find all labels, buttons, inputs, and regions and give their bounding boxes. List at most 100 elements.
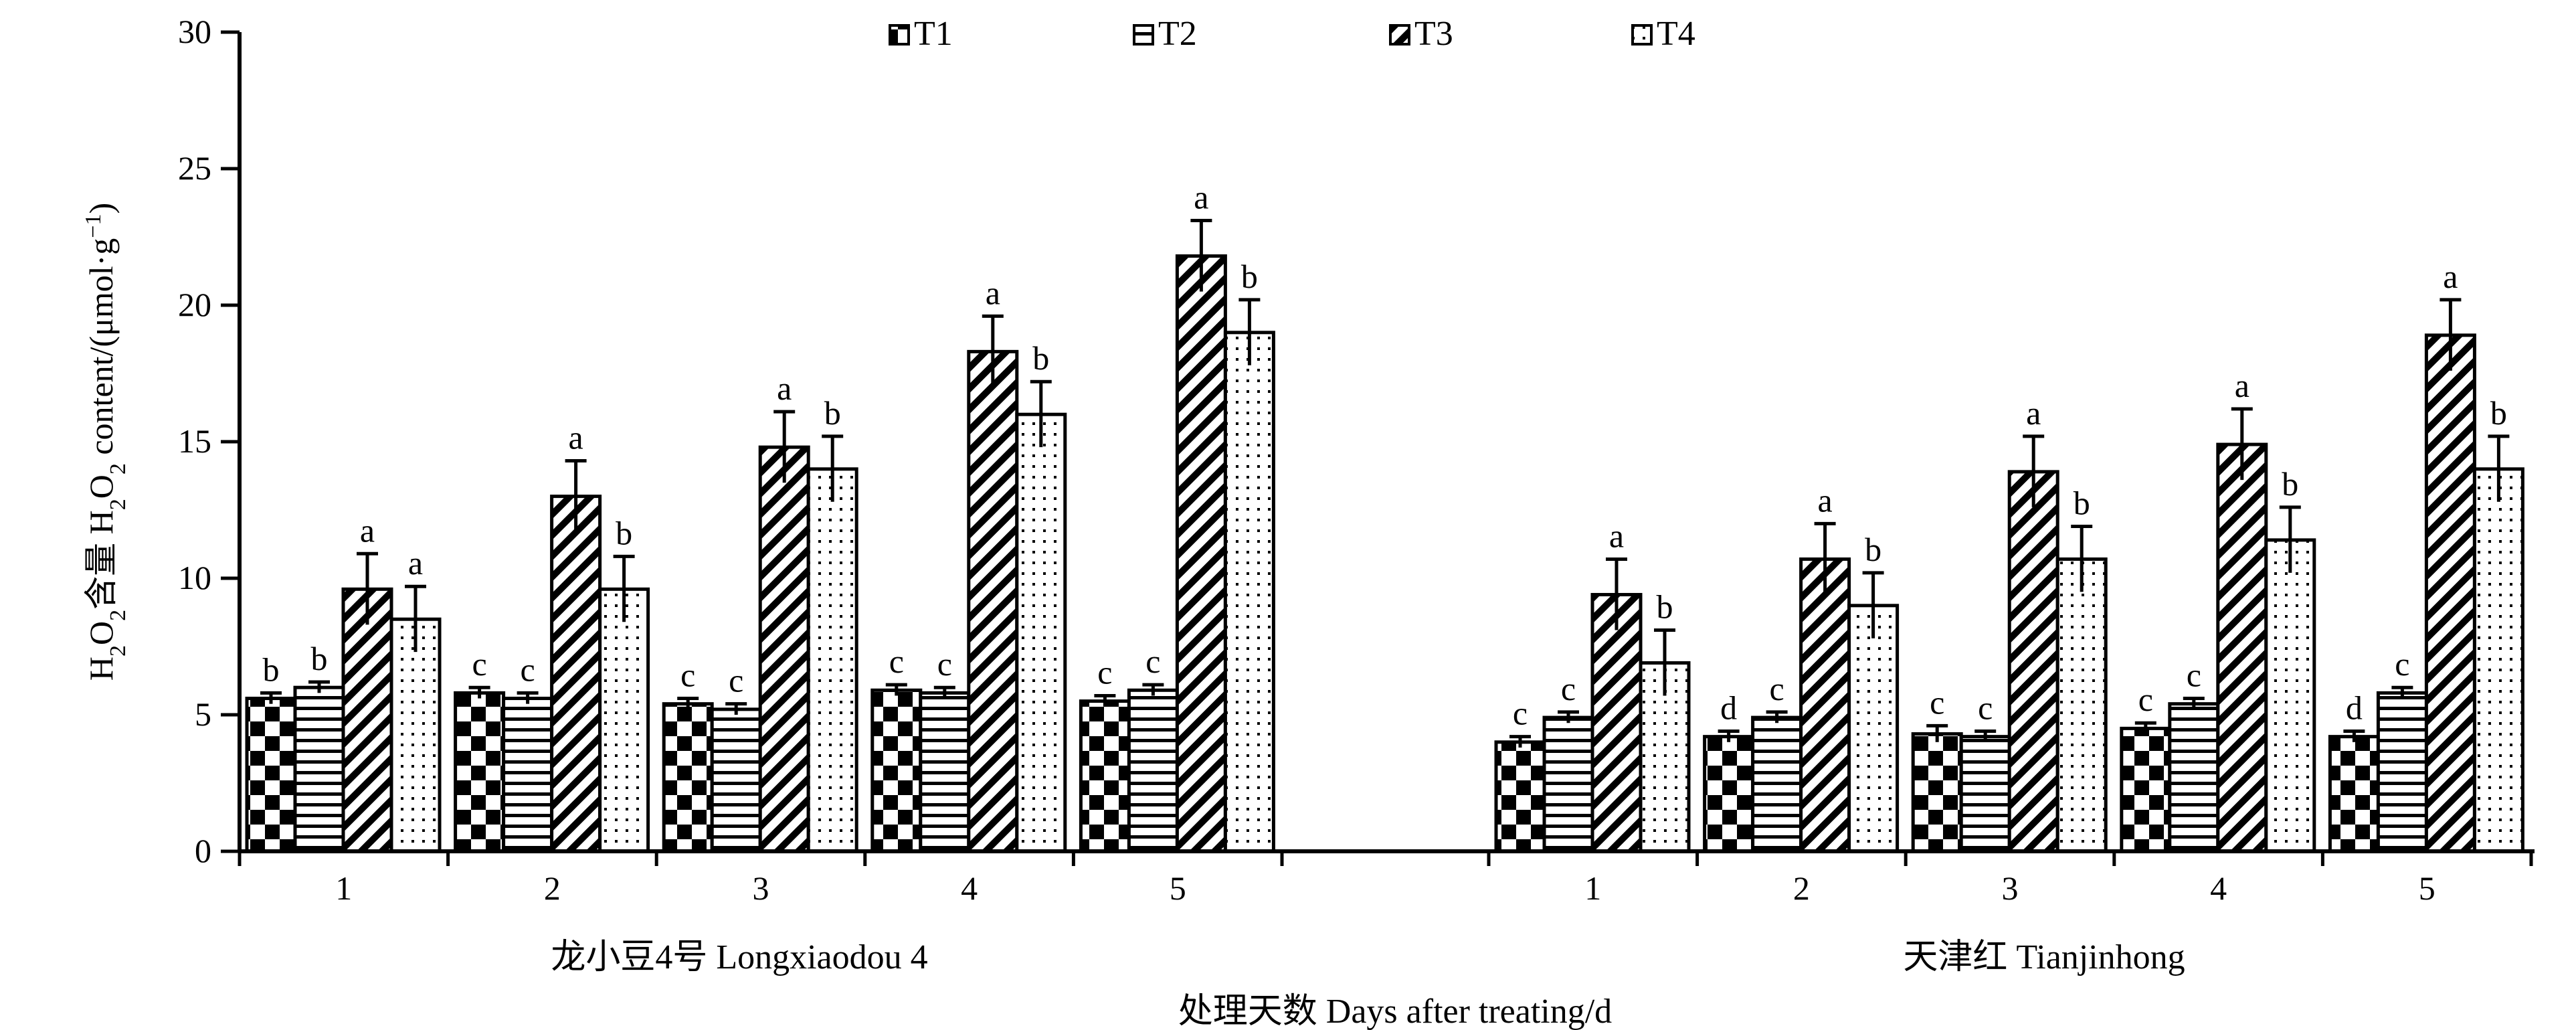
bar-t4 <box>806 467 858 853</box>
significance-letter: c <box>2187 657 2201 694</box>
y-tick-label: 15 <box>178 422 211 460</box>
bar-t3 <box>1175 254 1227 853</box>
bar-t3 <box>2424 333 2476 853</box>
significance-letter: c <box>1513 695 1528 732</box>
significance-letter: d <box>2346 689 2363 726</box>
bar-t2 <box>502 697 554 853</box>
significance-letter: c <box>937 645 952 683</box>
x-tick-label: 5 <box>1170 869 1186 907</box>
legend-label-t2: T2 <box>1158 15 1197 53</box>
bar-t2 <box>919 691 971 853</box>
bar-t2 <box>293 685 345 853</box>
bar-t3 <box>1590 592 1643 853</box>
legend-label-t4: T4 <box>1657 15 1695 53</box>
significance-letter: d <box>1720 689 1737 726</box>
group-label-tianjinhong: 天津红 Tianjinhong <box>1903 938 2185 976</box>
significance-letter: b <box>2282 465 2298 503</box>
significance-letter: a <box>360 511 375 549</box>
bar-t1 <box>454 691 506 853</box>
significance-letter: a <box>2443 258 2458 295</box>
legend-label-t1: T1 <box>914 15 953 53</box>
significance-letter: b <box>263 651 280 688</box>
y-tick-label: 30 <box>178 13 211 50</box>
significance-letter: b <box>1241 258 1258 295</box>
y-tick-label: 10 <box>178 559 211 596</box>
significance-letter: a <box>1817 481 1832 519</box>
significance-letter: b <box>1657 588 1673 626</box>
x-tick-label: 4 <box>961 869 978 907</box>
significance-letter: a <box>2026 394 2041 432</box>
x-tick-label: 4 <box>2210 869 2227 907</box>
bar-t3 <box>758 445 810 853</box>
x-tick-label: 3 <box>2002 869 2019 907</box>
significance-letter: b <box>311 640 328 677</box>
significance-letter: a <box>568 419 583 456</box>
y-tick-label: 20 <box>178 286 211 323</box>
x-tick-label: 1 <box>335 869 352 907</box>
bar-t1 <box>1911 732 1963 853</box>
y-tick-label: 25 <box>178 149 211 187</box>
x-axis-ticks: 1 2 3 4 5 1 2 3 4 5 <box>238 851 2533 907</box>
bar-t3 <box>2007 470 2059 853</box>
bar-t2 <box>1127 688 1179 853</box>
legend-swatch-t4 <box>1631 24 1653 46</box>
significance-letter: a <box>1609 517 1624 554</box>
significance-letter: c <box>1978 689 1993 726</box>
bar-t2 <box>2168 702 2220 853</box>
bar-t4 <box>1223 331 1275 853</box>
legend-swatch-t2 <box>1133 24 1154 46</box>
significance-letter: b <box>2490 394 2507 432</box>
significance-letter: c <box>472 645 486 683</box>
significance-letter: c <box>1769 670 1784 707</box>
bar-t1 <box>2328 735 2380 853</box>
significance-letter: c <box>1145 642 1160 680</box>
bar-t1 <box>1079 699 1131 853</box>
bar-t4 <box>2055 557 2108 853</box>
legend-swatch-t3 <box>1389 24 1410 46</box>
bar-t4 <box>1847 604 1900 853</box>
significance-letter: c <box>889 642 904 680</box>
bar-t2 <box>1542 715 1594 853</box>
legend-swatch-t1 <box>889 24 910 46</box>
legend-label-t3: T3 <box>1414 15 1453 53</box>
x-tick-label: 1 <box>1584 869 1601 907</box>
x-axis-label: 处理天数 Days after treating/d <box>1178 993 1612 1030</box>
significance-letter: c <box>2138 681 2153 718</box>
bar-t1 <box>1703 735 1755 853</box>
bar-t4 <box>2472 467 2524 853</box>
legend: T1 T2 T3 T4 <box>889 15 1695 53</box>
y-tick-label: 0 <box>195 832 211 869</box>
significance-letter: c <box>1097 653 1112 691</box>
significance-letter: c <box>520 651 535 688</box>
significance-letter: a <box>777 369 792 407</box>
bar-t1 <box>2120 726 2172 853</box>
bar-t1 <box>1494 740 1546 853</box>
significance-letter: c <box>729 662 743 699</box>
bar-t3 <box>2216 442 2268 853</box>
significance-letter: c <box>1930 683 1944 721</box>
x-tick-label: 3 <box>753 869 769 907</box>
significance-letter: a <box>2235 367 2249 404</box>
y-axis-ticks: 0 5 10 15 20 25 30 <box>178 13 240 869</box>
significance-letter: c <box>680 657 695 694</box>
group-label-longxiaodou: 龙小豆4号 Longxiaodou 4 <box>551 938 927 976</box>
x-tick-label: 5 <box>2419 869 2435 907</box>
bar-t2 <box>2376 691 2428 853</box>
bar-t3 <box>1799 557 1851 853</box>
x-tick-label: 2 <box>1793 869 1810 907</box>
bar-t4 <box>389 617 442 853</box>
significance-letter: b <box>1032 339 1049 377</box>
y-axis-label: H2O2含量 H2O2 content/(μmol·g−1) <box>81 203 130 681</box>
significance-letter: c <box>1561 670 1576 707</box>
significance-letter: a <box>1194 179 1208 216</box>
bar-t1 <box>870 688 923 853</box>
bar-t2 <box>1959 735 2011 853</box>
bar-t3 <box>341 587 393 853</box>
significance-letter: b <box>616 514 632 551</box>
x-tick-label: 2 <box>544 869 561 907</box>
bar-t2 <box>1751 715 1803 853</box>
significance-letter: b <box>824 394 841 432</box>
bar-t3 <box>967 349 1019 853</box>
